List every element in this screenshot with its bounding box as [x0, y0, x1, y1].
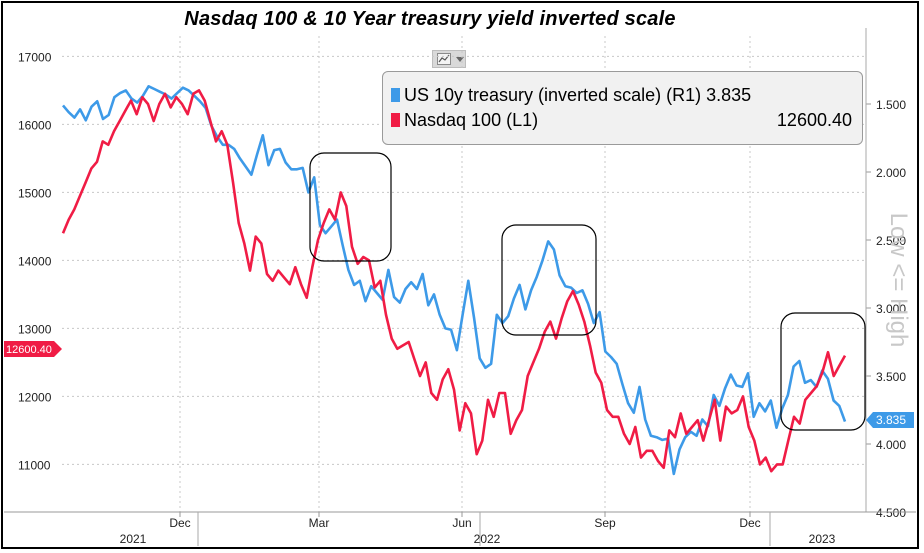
- left-value-badge: [4, 341, 62, 357]
- highlight-box: [501, 224, 597, 336]
- value-badges: 12600.40 3.835: [4, 341, 914, 428]
- left-tick-label: 13000: [18, 322, 52, 336]
- legend-item-nasdaq[interactable]: Nasdaq 100 (L1) 12600.40: [391, 109, 852, 131]
- right-tick-label: 1.500: [876, 98, 906, 112]
- right-axis-title: Low <= High: [885, 213, 912, 348]
- legend-item-treasury[interactable]: US 10y treasury (inverted scale) (R1) 3.…: [391, 84, 852, 106]
- chart-title: Nasdaq 100 & 10 Year treasury yield inve…: [184, 8, 676, 30]
- right-value-badge-text: 3.835: [876, 413, 906, 427]
- legend-value-treasury: 3.835: [706, 85, 752, 105]
- right-tick-label: 4.500: [876, 506, 906, 520]
- year-label: 2023: [809, 532, 836, 546]
- left-axis: 11000 12000 13000 14000 15000 16000 17000: [18, 50, 52, 472]
- series-line-nasdaq: [61, 89, 847, 473]
- right-tick-label: 2.500: [876, 234, 906, 248]
- left-tick-label: 16000: [18, 118, 52, 132]
- left-tick-label: 12000: [18, 390, 52, 404]
- x-axis: Dec Mar Jun Sep Dec 2021 2022 2023: [4, 511, 916, 546]
- left-value-badge-text: 12600.40: [6, 344, 52, 356]
- legend-swatch-nasdaq: [391, 113, 400, 127]
- highlight-box: [780, 312, 866, 431]
- legend-label-treasury: US 10y treasury (inverted scale) (R1): [404, 85, 702, 105]
- right-value-badge: [866, 412, 914, 428]
- x-tick-label: Sep: [594, 516, 616, 530]
- chevron-down-icon: [456, 57, 464, 62]
- x-tick-label: Jun: [452, 516, 471, 530]
- right-tick-label: 3.500: [876, 370, 906, 384]
- left-tick-label: 15000: [18, 186, 52, 200]
- left-tick-label: 17000: [18, 50, 52, 64]
- legend-swatch-treasury: [391, 88, 400, 102]
- legend-label-nasdaq: Nasdaq 100 (L1): [404, 110, 539, 130]
- right-axis: 1.500 2.000 2.500 3.000 3.500 4.000 4.500: [865, 28, 906, 520]
- right-tick-label: 3.000: [876, 302, 906, 316]
- left-tick-label: 14000: [18, 254, 52, 268]
- x-tick-label: Dec: [739, 516, 760, 530]
- highlight-boxes: [309, 152, 866, 431]
- legend: US 10y treasury (inverted scale) (R1) 3.…: [382, 71, 863, 145]
- legend-value-nasdaq: 12600.40: [776, 110, 852, 130]
- series-group: [61, 85, 847, 476]
- right-tick-label: 4.000: [876, 438, 906, 452]
- right-tick-label: 2.000: [876, 166, 906, 180]
- left-tick-label: 11000: [18, 458, 51, 472]
- grid: [62, 36, 866, 512]
- year-label: 2022: [474, 532, 501, 546]
- highlight-box: [309, 152, 392, 262]
- x-tick-label: Dec: [169, 516, 190, 530]
- x-tick-label: Mar: [309, 516, 330, 530]
- year-label: 2021: [120, 532, 147, 546]
